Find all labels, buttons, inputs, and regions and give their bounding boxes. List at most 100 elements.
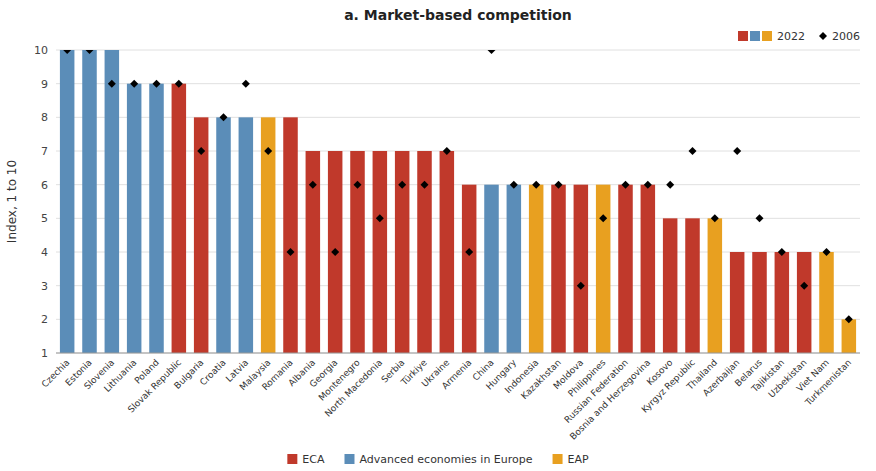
diamond-marker bbox=[443, 147, 451, 155]
legend-label: EAP bbox=[568, 453, 589, 466]
diamond-marker bbox=[421, 181, 429, 189]
x-axis-line bbox=[56, 353, 860, 354]
bar bbox=[663, 218, 678, 353]
bar bbox=[127, 84, 142, 353]
x-tick-label: Romania bbox=[260, 357, 295, 392]
diamond-marker bbox=[666, 181, 674, 189]
diamond-marker bbox=[331, 248, 339, 256]
legend-swatch bbox=[287, 454, 297, 464]
diamond-marker bbox=[756, 214, 764, 222]
legend-label: Advanced economies in Europe bbox=[359, 453, 532, 466]
legend-marker bbox=[819, 32, 827, 40]
y-tick-label: 9 bbox=[41, 78, 48, 91]
bar bbox=[149, 84, 164, 353]
bar bbox=[60, 50, 75, 353]
marks bbox=[60, 50, 856, 353]
bar bbox=[350, 151, 365, 353]
bar bbox=[373, 151, 388, 353]
x-tick-label: Bosnia and Herzegovina bbox=[568, 357, 652, 441]
bar bbox=[283, 117, 298, 353]
bar bbox=[529, 185, 544, 353]
bar bbox=[82, 50, 97, 353]
bar bbox=[730, 252, 745, 353]
bar bbox=[708, 218, 723, 353]
bar bbox=[105, 50, 120, 353]
x-tick-label: Armenia bbox=[440, 357, 474, 391]
bar bbox=[462, 185, 477, 353]
x-tick-label: Lithuania bbox=[102, 357, 139, 394]
diamond-marker bbox=[242, 80, 250, 88]
diamond-marker bbox=[510, 181, 518, 189]
bar bbox=[685, 218, 700, 353]
diamond-marker bbox=[823, 248, 831, 256]
x-tick-label: North Macedonia bbox=[323, 357, 384, 418]
diamond-marker bbox=[63, 50, 71, 54]
diamond-marker bbox=[197, 147, 205, 155]
grid-line bbox=[56, 353, 860, 354]
legend-label: 2022 bbox=[777, 30, 805, 43]
y-tick-label: 5 bbox=[41, 212, 48, 225]
diamond-marker bbox=[465, 248, 473, 256]
legend-swatch bbox=[553, 454, 563, 464]
y-axis-label: Index, 1 to 10 bbox=[5, 160, 19, 243]
diamond-marker bbox=[264, 147, 272, 155]
y-tick-label: 2 bbox=[41, 313, 48, 326]
bar bbox=[440, 151, 455, 353]
background bbox=[0, 0, 876, 471]
legend-swatch bbox=[344, 454, 354, 464]
bar bbox=[819, 252, 834, 353]
bar bbox=[306, 151, 321, 353]
y-tick-label: 3 bbox=[41, 280, 48, 293]
legend: 2006 2022 bbox=[738, 30, 860, 43]
title: a. Market-based competition bbox=[344, 7, 572, 23]
grid bbox=[56, 50, 860, 353]
bar bbox=[239, 117, 254, 353]
diamond-marker bbox=[376, 214, 384, 222]
bar bbox=[752, 252, 767, 353]
grid-line bbox=[56, 50, 860, 51]
diamond-marker bbox=[488, 50, 496, 54]
group-legend: ECAAdvanced economies in EuropeEAP bbox=[287, 453, 589, 466]
diamond-marker bbox=[287, 248, 295, 256]
y-tick-label: 6 bbox=[41, 179, 48, 192]
diamond-marker bbox=[86, 50, 94, 54]
y-tick-label: 7 bbox=[41, 145, 48, 158]
chart: 12345678910Index, 1 to 10a. Market-based… bbox=[0, 0, 876, 471]
bar bbox=[172, 84, 187, 353]
y-tick-label: 8 bbox=[41, 111, 48, 124]
diamond-marker bbox=[108, 80, 116, 88]
legend-swatch bbox=[738, 31, 748, 41]
y-tick-label: 10 bbox=[34, 44, 48, 57]
diamond-marker bbox=[309, 181, 317, 189]
y-tick-label: 4 bbox=[41, 246, 48, 259]
bar bbox=[618, 185, 633, 353]
bar bbox=[775, 252, 790, 353]
x-tick-label: Turkmenistan bbox=[803, 357, 854, 408]
bar bbox=[507, 185, 522, 353]
diamond-marker bbox=[800, 282, 808, 290]
diamond-marker bbox=[153, 80, 161, 88]
legend-swatch bbox=[762, 31, 772, 41]
bar bbox=[395, 151, 410, 353]
legend-label: 2006 bbox=[832, 30, 860, 43]
diamond-marker bbox=[644, 181, 652, 189]
bar bbox=[484, 185, 499, 353]
bar bbox=[551, 185, 566, 353]
diamond-marker bbox=[733, 147, 741, 155]
diamond-marker bbox=[398, 181, 406, 189]
diamond-marker bbox=[532, 181, 540, 189]
diamond-marker bbox=[711, 214, 719, 222]
bar bbox=[417, 151, 432, 353]
diamond-marker bbox=[354, 181, 362, 189]
x-tick-label: Croatia bbox=[198, 357, 228, 387]
bar bbox=[574, 185, 589, 353]
bar bbox=[328, 151, 343, 353]
diamond-marker bbox=[845, 315, 853, 323]
diamond-marker bbox=[555, 181, 563, 189]
diamond-marker bbox=[622, 181, 630, 189]
bar bbox=[797, 252, 812, 353]
diamond-marker bbox=[778, 248, 786, 256]
bar bbox=[842, 319, 857, 353]
diamond-marker bbox=[130, 80, 138, 88]
diamond-marker bbox=[175, 80, 183, 88]
